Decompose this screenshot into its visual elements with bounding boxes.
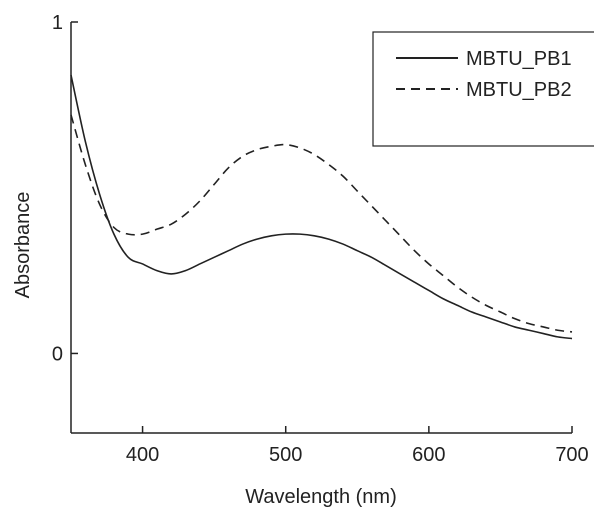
legend: MBTU_PB1 MBTU_PB2: [372, 31, 594, 147]
x-axis-label: Wavelength (nm): [245, 486, 397, 508]
x-tick-label-700: 700: [555, 444, 588, 466]
y-axis-label: Absorbance: [12, 192, 34, 299]
series-line-mbtu-pb2: [70, 114, 573, 333]
x-tick-label-400: 400: [126, 444, 159, 466]
legend-label-mbtu-pb1: MBTU_PB1: [466, 48, 572, 70]
legend-label-mbtu-pb2: MBTU_PB2: [466, 79, 572, 101]
y-tick-label-0: 0: [52, 343, 63, 365]
y-tick-label-1: 1: [52, 12, 63, 34]
x-tick-label-500: 500: [269, 444, 302, 466]
series-layer: [70, 74, 573, 340]
x-axis-ticks: 400 500 600 700: [126, 426, 589, 466]
series-line-mbtu-pb1: [70, 74, 573, 340]
x-tick-label-600: 600: [412, 444, 445, 466]
y-axis-ticks: 01: [52, 12, 78, 365]
legend-box: [372, 31, 594, 147]
